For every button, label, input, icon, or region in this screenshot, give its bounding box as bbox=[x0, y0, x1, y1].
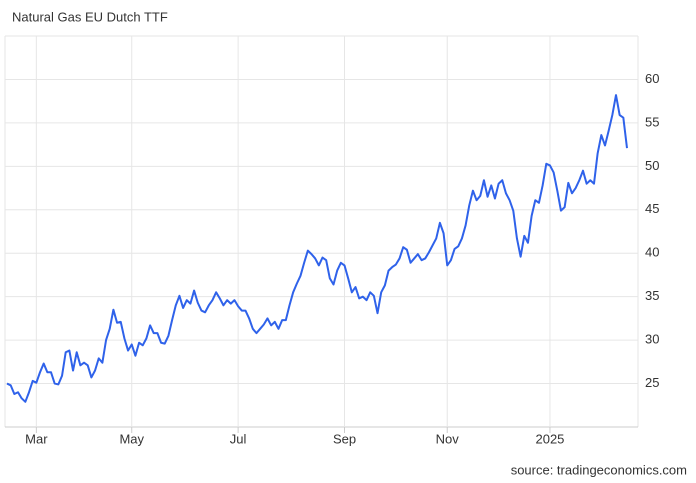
y-tick-label: 25 bbox=[645, 375, 659, 390]
y-tick-label: 55 bbox=[645, 114, 659, 129]
y-tick-label: 50 bbox=[645, 158, 659, 173]
y-tick-label: 60 bbox=[645, 71, 659, 86]
chart-title: Natural Gas EU Dutch TTF bbox=[12, 9, 168, 24]
x-tick-label: May bbox=[119, 431, 144, 446]
x-tick-label: Sep bbox=[333, 431, 356, 446]
x-tick-label: Jul bbox=[230, 431, 247, 446]
y-tick-label: 45 bbox=[645, 201, 659, 216]
y-tick-label: 30 bbox=[645, 332, 659, 347]
y-tick-label: 40 bbox=[645, 245, 659, 260]
y-tick-label: 35 bbox=[645, 288, 659, 303]
x-tick-label: Nov bbox=[436, 431, 460, 446]
x-tick-label: 2025 bbox=[535, 431, 564, 446]
x-tick-label: Mar bbox=[25, 431, 48, 446]
source: source: tradingeconomics.com bbox=[511, 462, 687, 477]
price-line bbox=[6, 94, 628, 403]
